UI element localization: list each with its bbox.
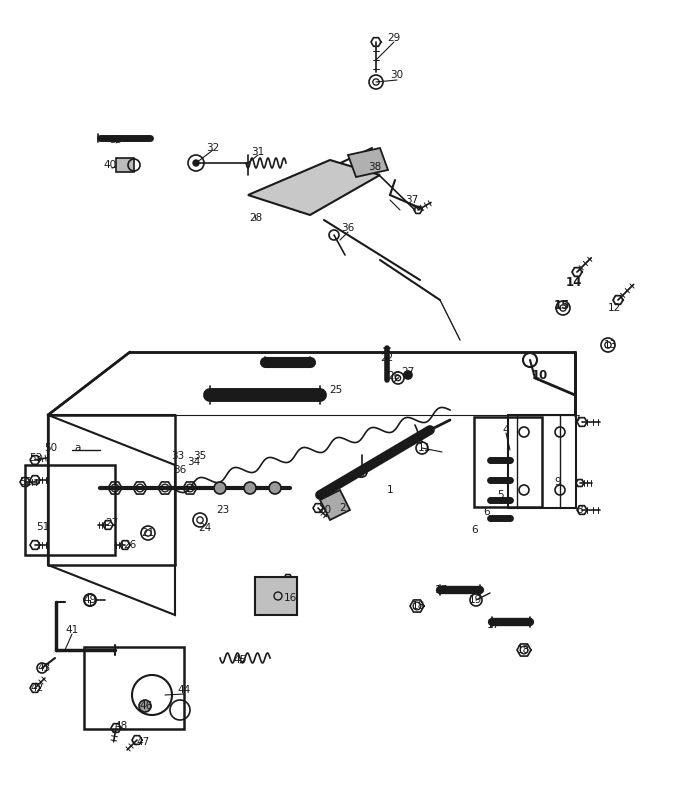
Text: 1: 1 [387,485,393,495]
Text: 14: 14 [566,276,582,289]
Text: 34: 34 [187,457,201,467]
Text: 31: 31 [251,147,264,157]
Polygon shape [320,490,350,520]
Bar [84,647,184,729]
Text: 18: 18 [516,645,529,655]
Text: 44: 44 [177,685,191,695]
Text: 12: 12 [607,303,621,313]
Text: 46: 46 [139,701,153,711]
Text: 7: 7 [573,415,579,425]
Text: 15: 15 [554,299,570,312]
Text: 29: 29 [387,33,401,43]
Text: 43: 43 [37,663,51,673]
Circle shape [244,482,256,494]
Circle shape [404,371,412,379]
Text: 27: 27 [402,367,414,377]
Text: 25: 25 [329,385,343,395]
Text: 5: 5 [497,490,504,500]
Text: 26: 26 [124,540,137,550]
Text: 36: 36 [173,465,187,475]
Text: 19: 19 [468,595,481,605]
Bar [116,158,134,172]
Text: 33: 33 [172,451,185,461]
Text: 35: 35 [193,451,207,461]
Text: 26: 26 [387,371,401,381]
Text: 20: 20 [318,505,331,515]
Text: 30: 30 [391,70,404,80]
Text: 16: 16 [283,593,297,603]
Text: 48: 48 [114,721,128,731]
Text: 42: 42 [30,683,44,693]
Text: 49: 49 [83,595,97,605]
Text: 50: 50 [45,443,57,453]
Circle shape [139,700,151,712]
Bar [474,417,542,507]
Text: 8: 8 [577,505,583,515]
Bar [25,465,115,555]
Text: 53: 53 [29,453,43,463]
Text: 41: 41 [66,625,78,635]
Text: 36: 36 [341,223,355,233]
Text: 13: 13 [604,340,617,350]
Text: 52: 52 [20,477,32,487]
Text: 6: 6 [472,525,479,535]
Text: 24: 24 [198,523,212,533]
Bar [255,577,297,615]
Text: 47: 47 [137,737,149,747]
Text: 4: 4 [503,425,509,435]
Text: 22: 22 [381,353,393,363]
Text: 9: 9 [555,477,561,487]
Polygon shape [248,160,380,215]
Text: 40: 40 [103,160,116,170]
Circle shape [214,482,226,494]
Text: 28: 28 [249,213,262,223]
Text: 18: 18 [412,601,425,611]
Text: 37: 37 [406,195,418,205]
Text: 6: 6 [484,507,490,517]
Text: 27: 27 [105,518,118,528]
Text: 11: 11 [417,443,431,453]
Text: 10: 10 [532,368,548,382]
Text: 21: 21 [141,528,155,538]
Text: 2: 2 [339,503,346,513]
Text: 17: 17 [435,585,448,595]
Text: 23: 23 [216,505,230,515]
Text: 17: 17 [486,620,500,630]
Text: 32: 32 [206,143,220,153]
Circle shape [193,160,199,166]
Text: a: a [75,443,81,453]
Text: 3: 3 [357,470,363,480]
Circle shape [269,482,281,494]
Text: 39: 39 [110,135,122,145]
Text: 51: 51 [37,522,49,532]
Text: 38: 38 [368,162,382,172]
Polygon shape [348,148,388,177]
Text: 45: 45 [233,655,247,665]
